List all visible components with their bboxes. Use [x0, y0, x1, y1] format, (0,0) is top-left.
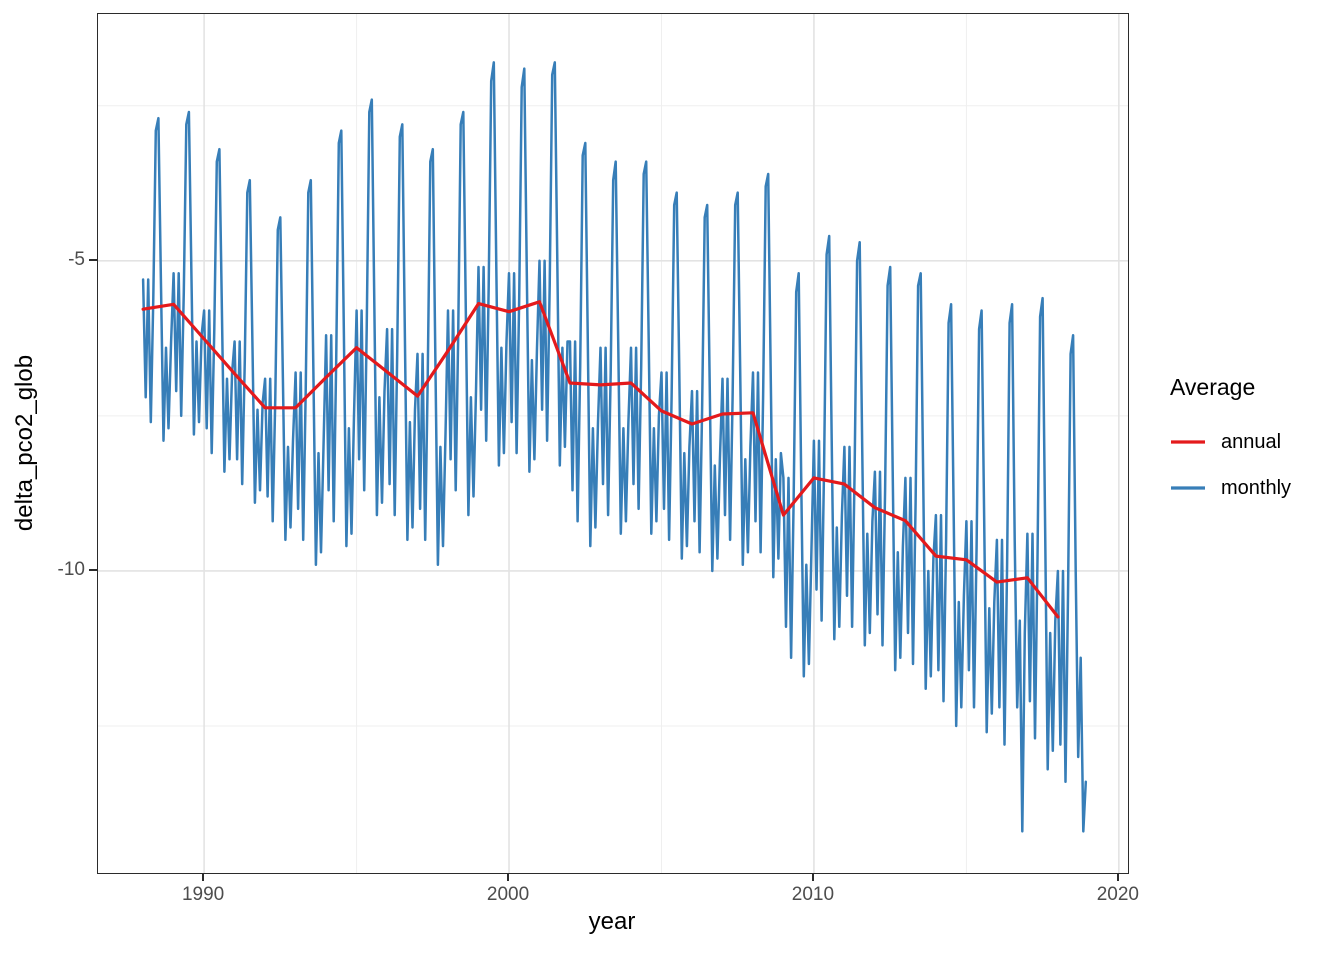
- x-tick-mark: [811, 873, 814, 881]
- y-tick-mark: [89, 258, 97, 261]
- x-tick-label: 2020: [1096, 884, 1139, 905]
- y-axis-title: delta_pco2_glob: [11, 354, 38, 532]
- y-tick-label: -10: [57, 558, 85, 580]
- monthly-line: [141, 61, 1088, 833]
- y-tick-mark: [89, 568, 97, 571]
- x-tick-mark: [507, 873, 510, 881]
- legend-key-monthly-line-icon: [1171, 486, 1205, 490]
- plot-panel: [97, 13, 1129, 874]
- legend-key-annual-line-icon: [1171, 440, 1205, 444]
- x-tick-label: 2010: [791, 884, 835, 905]
- x-tick-label: 1990: [181, 884, 225, 905]
- legend-label-monthly: monthly: [1221, 476, 1292, 499]
- legend-item-annual: annual: [1170, 425, 1344, 459]
- annual-line: [141, 300, 1060, 619]
- legend-title: Average: [1170, 374, 1256, 400]
- x-tick-label: 2000: [486, 884, 530, 905]
- legend: Average annual monthly: [1170, 374, 1344, 517]
- plot-area: [98, 14, 1128, 873]
- x-tick-mark: [202, 873, 205, 881]
- legend-label-annual: annual: [1221, 430, 1282, 453]
- x-tick-mark: [1116, 873, 1119, 881]
- y-tick-label: -5: [68, 248, 85, 270]
- x-axis-title: year: [588, 908, 636, 935]
- legend-item-monthly: monthly: [1170, 471, 1344, 505]
